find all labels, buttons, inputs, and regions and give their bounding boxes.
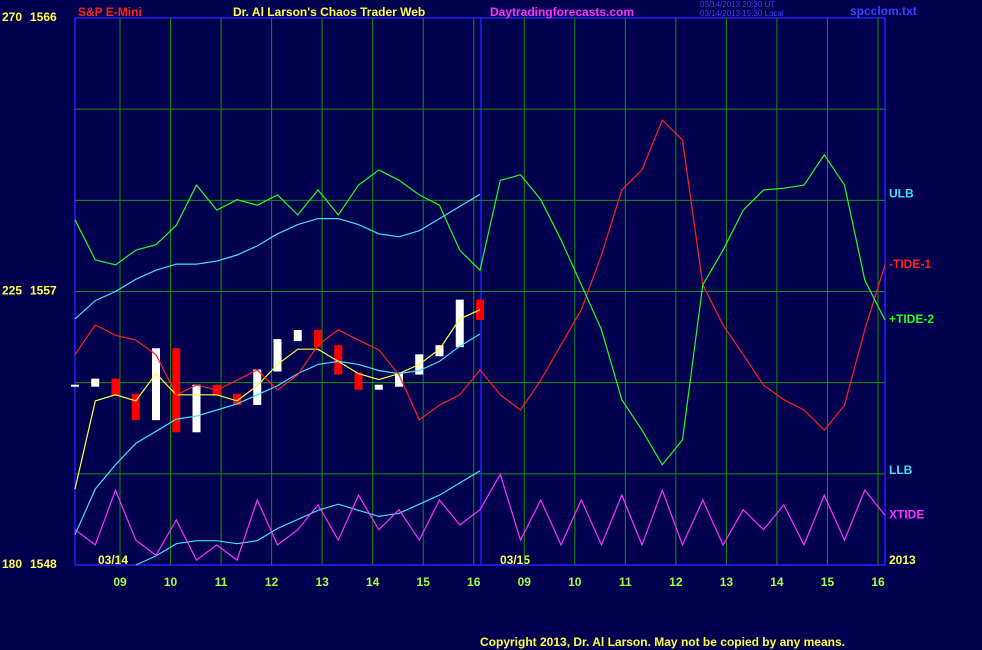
x-tick-label: 16 — [467, 575, 481, 589]
x-tick-label: 11 — [215, 575, 228, 589]
date-label: 03/14 — [98, 553, 128, 567]
date-label: 2013 — [889, 553, 916, 567]
y2-tick-label: 270 — [2, 10, 22, 24]
price-bar — [314, 330, 322, 348]
x-tick-label: 13 — [315, 575, 329, 589]
timestamp: 03/14/2013 15:30 Local — [700, 9, 784, 18]
legend-label: ULB — [889, 186, 914, 200]
price-bar — [293, 330, 302, 342]
price-bar — [172, 348, 181, 433]
price-bar — [374, 384, 383, 390]
x-tick-label: 15 — [821, 575, 835, 589]
copyright: Copyright 2013, Dr. Al Larson. May not b… — [480, 635, 845, 649]
x-tick-label: 13 — [720, 575, 734, 589]
y-tick-label: 1566 — [30, 10, 57, 24]
date-label: 03/15 — [500, 553, 530, 567]
price-bar — [354, 372, 363, 390]
price-bar — [253, 369, 262, 405]
series-line — [74, 333, 481, 535]
chart-title: Dr. Al Larson's Chaos Trader Web — [233, 5, 425, 19]
price-bar — [192, 384, 201, 433]
legend-label: +TIDE-2 — [889, 312, 934, 326]
x-tick-label: 14 — [770, 575, 784, 589]
series-line — [74, 472, 886, 562]
x-tick-label: 16 — [871, 575, 885, 589]
legend-label: -TIDE-1 — [889, 257, 931, 271]
price-bar — [435, 345, 444, 357]
y2-tick-label: 180 — [2, 557, 22, 571]
symbol: S&P E-Mini — [78, 5, 142, 19]
x-tick-label: 12 — [265, 575, 279, 589]
price-bar — [455, 299, 464, 348]
website: Daytradingforecasts.com — [490, 5, 634, 19]
y-tick-label: 1548 — [30, 557, 57, 571]
y2-tick-label: 225 — [2, 284, 22, 298]
legend-label: LLB — [889, 463, 913, 477]
x-tick-label: 10 — [164, 575, 178, 589]
price-bar — [131, 393, 140, 421]
x-tick-label: 15 — [417, 575, 431, 589]
price-bar — [91, 378, 100, 387]
price-bar — [111, 378, 120, 396]
series-line — [74, 309, 481, 490]
series-line — [74, 119, 886, 431]
series-line — [74, 153, 886, 466]
y-tick-label: 1557 — [30, 284, 57, 298]
price-bar — [71, 384, 79, 387]
x-tick-label: 14 — [366, 575, 380, 589]
x-tick-label: 09 — [518, 575, 532, 589]
series-line — [74, 193, 481, 320]
x-tick-label: 10 — [568, 575, 582, 589]
price-bar — [233, 393, 241, 405]
price-bar — [152, 348, 160, 421]
series-line — [135, 470, 481, 566]
timestamp: 03/14/2013 20:30 UT — [700, 0, 775, 9]
x-tick-label: 09 — [113, 575, 127, 589]
x-tick-label: 11 — [619, 575, 632, 589]
x-tick-label: 12 — [669, 575, 683, 589]
legend-label: XTIDE — [889, 507, 924, 521]
price-bar — [334, 345, 343, 375]
file-name: spcclom.txt — [850, 4, 917, 18]
price-bar — [395, 372, 403, 387]
price-bar — [273, 339, 282, 372]
